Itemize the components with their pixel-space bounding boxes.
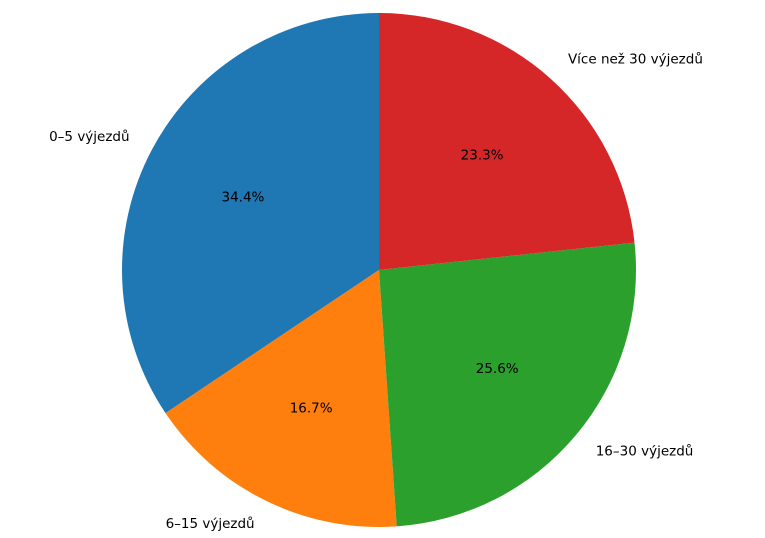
pie-slice	[379, 242, 637, 527]
value-label: 25.6%	[476, 361, 519, 377]
value-label: 23.3%	[461, 147, 504, 163]
pie-slice	[121, 13, 379, 414]
slice-label: Více než 30 výjezdů	[568, 52, 703, 68]
slice-label: 16–30 výjezdů	[596, 444, 694, 460]
slice-label: 0–5 výjezdů	[49, 129, 129, 145]
slice-label: 6–15 výjezdů	[166, 516, 255, 532]
value-label: 16.7%	[290, 400, 333, 416]
pie-slice	[379, 12, 635, 270]
pie-slice	[165, 270, 397, 527]
value-label: 34.4%	[222, 189, 265, 205]
